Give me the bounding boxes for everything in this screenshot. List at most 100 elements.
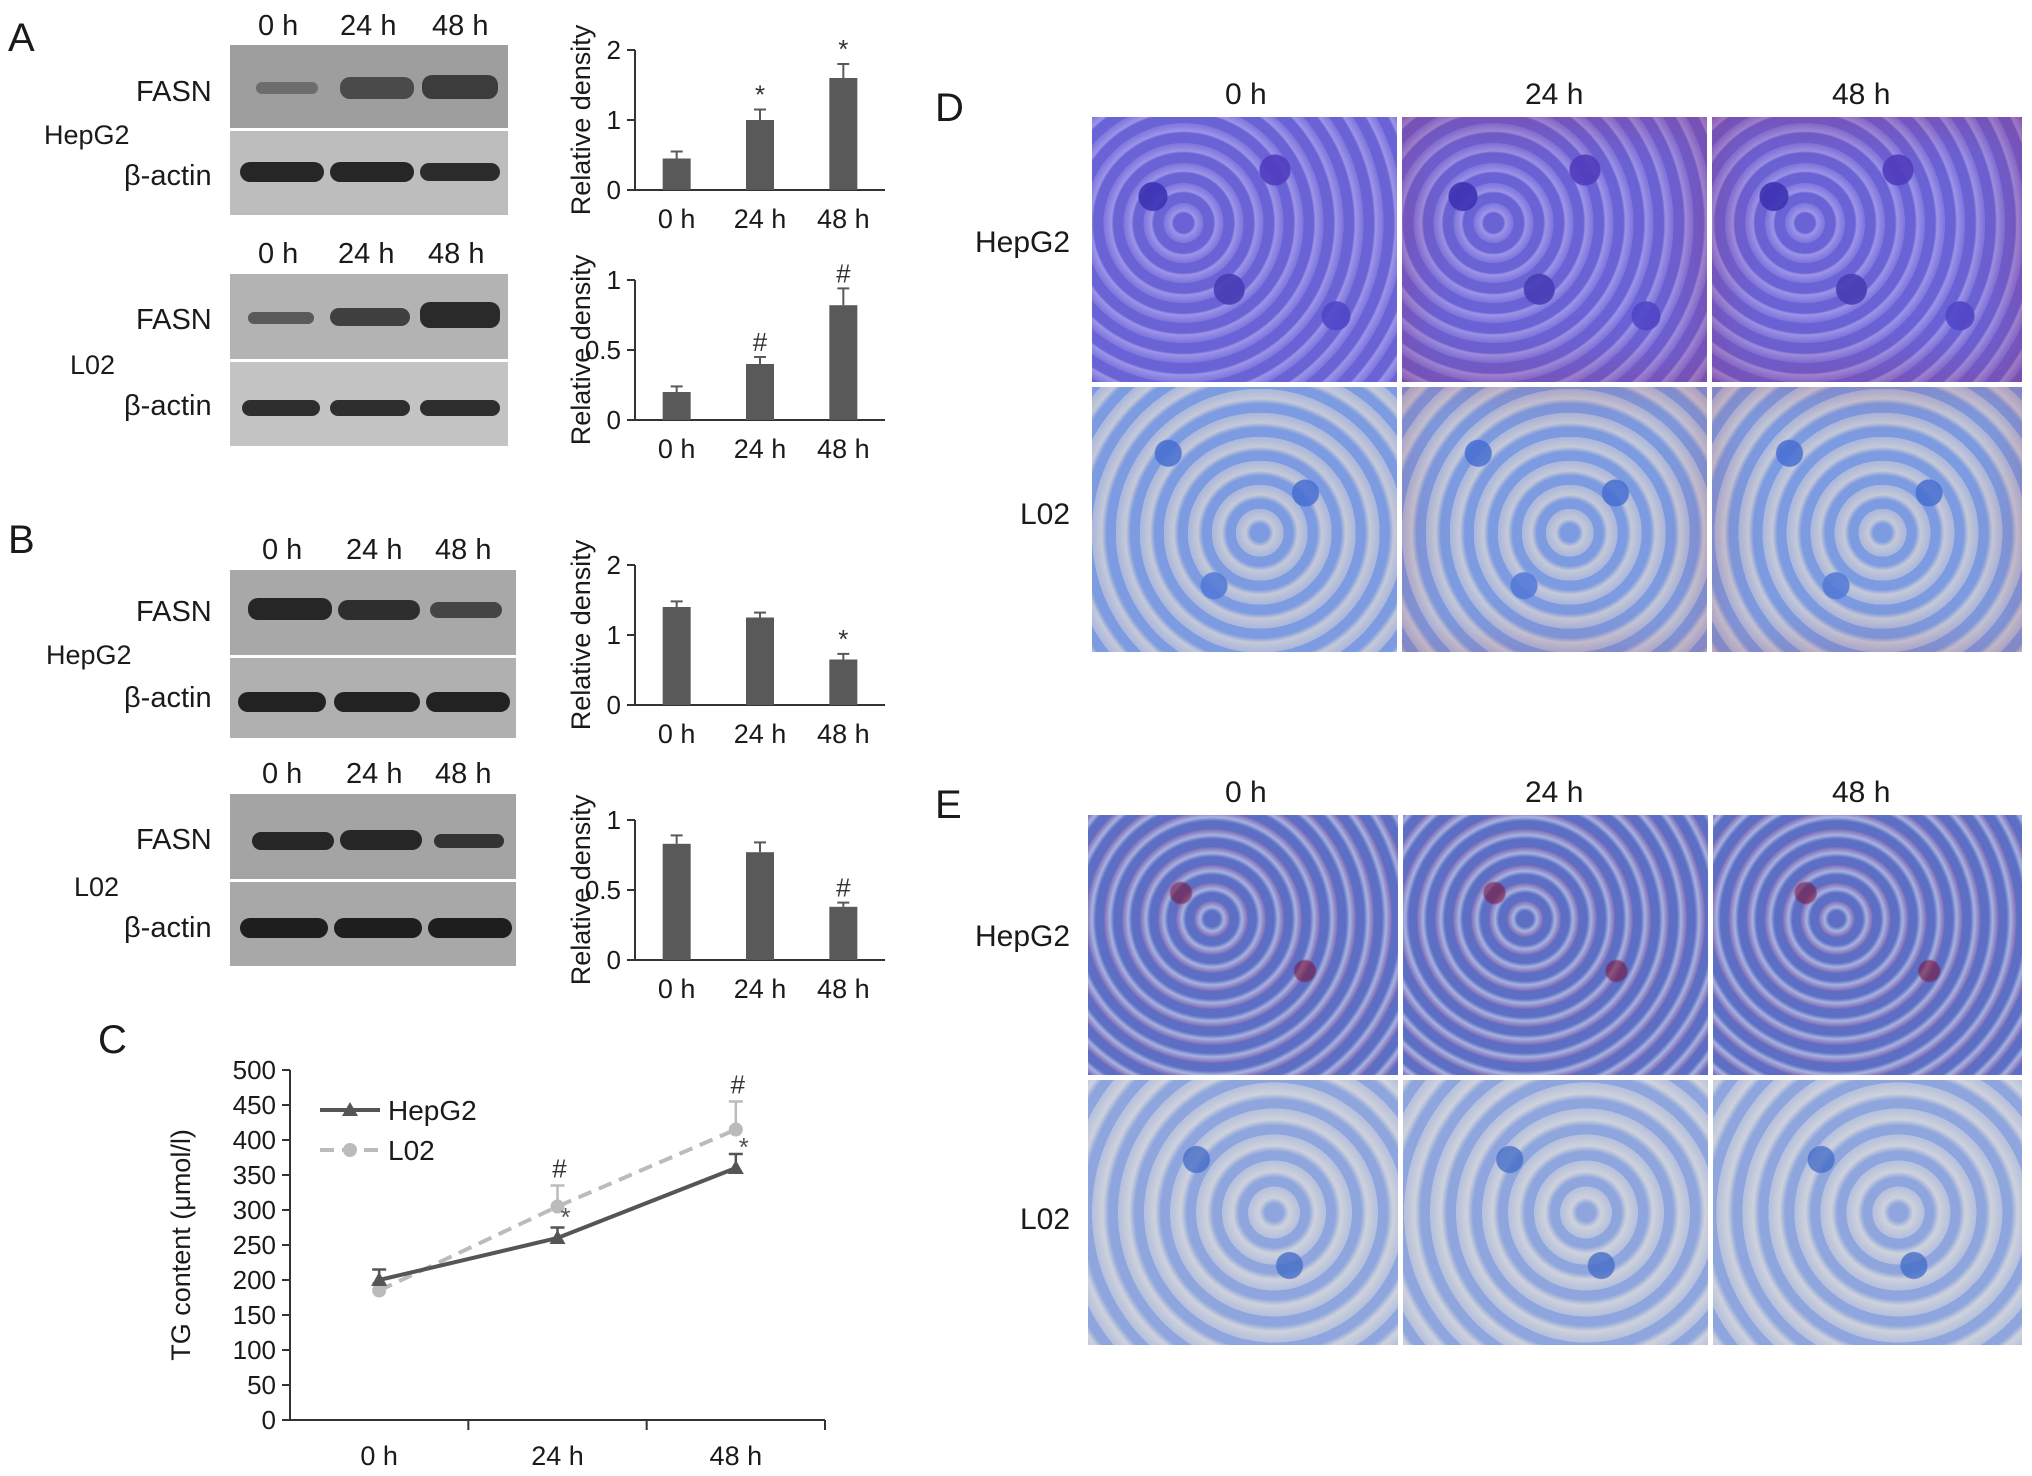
bar [829, 906, 858, 960]
micrograph-l02-24h [1402, 387, 1707, 652]
legend-label: HepG2 [388, 1095, 477, 1126]
band [240, 918, 328, 938]
band [426, 692, 510, 712]
time-label: 24 h [340, 10, 397, 42]
bar-chart-a-hepg2: Relative density 0 1 2 0 h * 24 h * 48 h [566, 24, 885, 234]
band [334, 918, 422, 938]
band [420, 163, 500, 181]
y-tick-label: 0 [607, 405, 621, 435]
cell-label-l02: L02 [70, 350, 116, 380]
protein-label-fasn: FASN [136, 596, 212, 628]
x-tick-label: 0 h [658, 974, 696, 1004]
legend-marker [342, 1102, 358, 1116]
x-tick-label: 24 h [734, 204, 787, 234]
significance-mark: # [552, 1154, 567, 1184]
time-label: 0 h [258, 10, 299, 42]
data-point [549, 1230, 566, 1244]
legend-marker [343, 1143, 357, 1157]
time-label: 24 h [1525, 776, 1584, 809]
micrograph-hepg2-0h [1092, 117, 1397, 382]
band [330, 162, 414, 182]
x-tick-label: 48 h [817, 204, 870, 234]
y-tick-label: 100 [233, 1335, 276, 1365]
band [248, 312, 314, 324]
band [256, 82, 318, 94]
time-label: 24 h [1525, 78, 1584, 111]
panel-label-a: A [8, 16, 35, 60]
significance-mark: # [836, 873, 851, 903]
panel-label-d: D [935, 86, 964, 130]
micrograph-l02-0h [1088, 1080, 1398, 1345]
y-tick-label: 150 [233, 1300, 276, 1330]
time-label: 0 h [258, 238, 299, 270]
micrograph-hepg2-48h [1713, 815, 2022, 1075]
micrograph-hepg2-24h [1402, 117, 1707, 382]
cell-label-hepg2: HepG2 [46, 640, 132, 670]
band [420, 302, 500, 328]
protein-label-fasn: FASN [136, 76, 212, 108]
x-tick-label: 24 h [734, 719, 787, 749]
y-tick-label: 0.5 [585, 875, 621, 905]
x-tick-label: 0 h [360, 1441, 398, 1471]
y-tick-label: 1 [607, 265, 621, 295]
band [248, 598, 332, 620]
band [252, 832, 334, 850]
band [334, 692, 420, 712]
band [430, 602, 502, 618]
y-axis-label: Relative density [566, 794, 596, 985]
data-point [371, 1272, 388, 1286]
bar-chart-a-l02: Relative density 0 0.5 1 0 h #24 h #48 h [566, 254, 885, 464]
x-tick-label: 48 h [710, 1441, 763, 1471]
x-tick-label: 0 h [658, 204, 696, 234]
cell-label-hepg2: HepG2 [975, 226, 1071, 259]
y-tick-label: 0 [607, 690, 621, 720]
time-label: 48 h [435, 758, 492, 790]
micrograph-hepg2-48h [1712, 117, 2022, 382]
time-label: 48 h [428, 238, 485, 270]
y-tick-label: 1 [607, 620, 621, 650]
data-point [728, 1122, 743, 1137]
significance-mark: * [755, 80, 765, 110]
time-label: 24 h [338, 238, 395, 270]
time-label: 48 h [435, 534, 492, 566]
time-label: 48 h [1832, 78, 1891, 111]
y-tick-label: 450 [233, 1090, 276, 1120]
y-tick-label: 200 [233, 1265, 276, 1295]
time-label: 48 h [432, 10, 489, 42]
protein-label-beta-actin: β-actin [124, 912, 212, 944]
band [330, 308, 410, 326]
y-tick-label: 1 [607, 805, 621, 835]
bar [746, 852, 774, 960]
y-tick-label: 0 [607, 175, 621, 205]
y-tick-label: 500 [233, 1055, 276, 1085]
x-tick-label: 0 h [658, 719, 696, 749]
y-axis-label: Relative density [566, 539, 596, 730]
band [242, 400, 320, 416]
y-axis-label: Relative density [566, 254, 596, 445]
x-tick-label: 24 h [734, 974, 787, 1004]
bar-chart-b-hepg2: Relative density 0 1 2 0 h 24 h * 48 h [566, 539, 885, 749]
cell-label-l02: L02 [74, 872, 120, 902]
cell-label-l02: L02 [1020, 1203, 1071, 1236]
bar [746, 364, 774, 420]
band [434, 834, 504, 848]
y-tick-label: 300 [233, 1195, 276, 1225]
x-tick-label: 48 h [817, 434, 870, 464]
band [340, 77, 414, 99]
band [428, 918, 512, 938]
cell-label-hepg2: HepG2 [975, 920, 1071, 953]
significance-mark: * [560, 1202, 570, 1232]
significance-mark: # [731, 1070, 746, 1100]
significance-mark: * [838, 624, 848, 654]
bar [829, 305, 858, 420]
time-label: 24 h [346, 534, 403, 566]
panel-label-c: C [98, 1018, 127, 1062]
band [420, 400, 500, 416]
panel-label-e: E [935, 783, 962, 827]
x-tick-label: 48 h [817, 719, 870, 749]
micrograph-l02-48h [1712, 387, 2022, 652]
micrograph-l02-0h [1092, 387, 1397, 652]
band [240, 162, 324, 182]
protein-label-beta-actin: β-actin [124, 682, 212, 714]
bar [662, 843, 691, 960]
